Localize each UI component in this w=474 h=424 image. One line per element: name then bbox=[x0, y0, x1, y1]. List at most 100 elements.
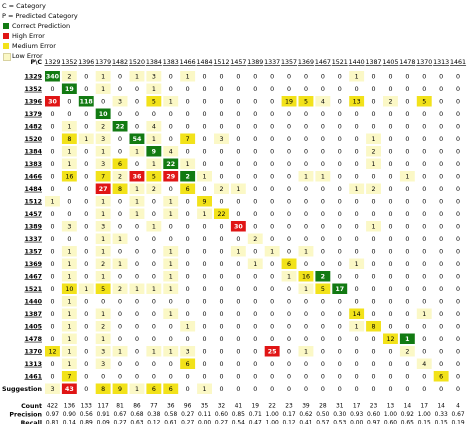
cell-value: 27 bbox=[99, 186, 108, 193]
summary-value: 0.27 bbox=[113, 420, 126, 424]
matrix-cell bbox=[163, 271, 179, 282]
cell-value: 0 bbox=[135, 123, 139, 130]
summary-value: 17 bbox=[353, 403, 361, 409]
cell-value: 54 bbox=[133, 136, 142, 143]
matrix-cell bbox=[180, 321, 196, 332]
cell-value: 0 bbox=[372, 373, 376, 380]
cell-value: 0 bbox=[321, 236, 325, 243]
cell-value: 0 bbox=[388, 161, 392, 168]
cell-value: 0 bbox=[287, 111, 291, 118]
cell-value: 1 bbox=[355, 73, 359, 80]
cell-value: 0 bbox=[236, 123, 240, 130]
cell-value: 0 bbox=[372, 386, 376, 393]
cell-value: 3 bbox=[118, 98, 122, 105]
cell-value: 0 bbox=[372, 273, 376, 280]
cell-value: 0 bbox=[287, 123, 291, 130]
cell-value: 1 bbox=[101, 311, 105, 318]
cell-value: 8 bbox=[67, 136, 71, 143]
cell-value: 0 bbox=[321, 348, 325, 355]
cell-value: 0 bbox=[135, 298, 139, 305]
cell-value: 1 bbox=[118, 348, 122, 355]
cell-value: 1 bbox=[101, 236, 105, 243]
cell-value: 30 bbox=[234, 223, 243, 230]
cell-value: 7 bbox=[186, 136, 190, 143]
cell-value: 1 bbox=[355, 186, 359, 193]
cell-value: 0 bbox=[439, 323, 443, 330]
matrix-cell bbox=[112, 183, 128, 194]
cell-value: 0 bbox=[439, 186, 443, 193]
matrix-cell bbox=[61, 121, 77, 132]
cell-value: 0 bbox=[439, 311, 443, 318]
summary-value: 0.54 bbox=[232, 420, 245, 424]
cell-value: 1 bbox=[67, 248, 71, 255]
cell-value: 0 bbox=[388, 123, 392, 130]
cell-value: 0 bbox=[355, 336, 359, 343]
cell-value: 0 bbox=[372, 86, 376, 93]
cell-value: 0 bbox=[304, 261, 308, 268]
cell-value: 0 bbox=[236, 73, 240, 80]
matrix-cell bbox=[281, 271, 297, 282]
matrix-cell bbox=[366, 321, 381, 332]
legend-label-low: Low Error bbox=[12, 52, 43, 60]
matrix-cell bbox=[112, 96, 128, 107]
cell-value: 0 bbox=[405, 323, 409, 330]
cell-value: 0 bbox=[203, 261, 207, 268]
cell-value: 0 bbox=[422, 73, 426, 80]
cell-value: 0 bbox=[338, 273, 342, 280]
summary-value: 0.71 bbox=[249, 412, 262, 418]
summary-value: 14 bbox=[404, 403, 412, 409]
matrix-cell bbox=[366, 158, 381, 169]
cell-value: 0 bbox=[287, 236, 291, 243]
cell-value: 0 bbox=[50, 186, 54, 193]
row-header: 1461 bbox=[24, 373, 42, 380]
cell-value: 0 bbox=[287, 311, 291, 318]
cell-value: 6 bbox=[287, 261, 291, 268]
cell-value: 3 bbox=[101, 361, 105, 368]
summary-value: 81 bbox=[116, 403, 124, 409]
cell-value: 0 bbox=[219, 236, 223, 243]
cell-value: 6 bbox=[152, 386, 156, 393]
cell-value: 0 bbox=[422, 336, 426, 343]
cell-value: 9 bbox=[203, 198, 207, 205]
row-header: 1478 bbox=[24, 336, 42, 343]
matrix-cell bbox=[163, 246, 179, 257]
cell-value: 0 bbox=[422, 173, 426, 180]
cell-value: 0 bbox=[456, 273, 460, 280]
cell-value: 1 bbox=[405, 336, 409, 343]
cell-value: 1 bbox=[101, 211, 105, 218]
cell-value: 0 bbox=[355, 386, 359, 393]
matrix-cell bbox=[230, 183, 246, 194]
cell-value: 0 bbox=[456, 136, 460, 143]
cell-value: 0 bbox=[321, 136, 325, 143]
cell-value: 0 bbox=[135, 236, 139, 243]
cell-value: 1 bbox=[270, 248, 274, 255]
cell-value: 0 bbox=[84, 373, 88, 380]
cell-value: 1 bbox=[304, 286, 308, 293]
cell-value: 5 bbox=[152, 173, 156, 180]
summary-value: 0.15 bbox=[435, 420, 448, 424]
row-header: No Suggestion bbox=[0, 386, 42, 393]
cell-value: 0 bbox=[270, 236, 274, 243]
cell-value: 0 bbox=[236, 161, 240, 168]
cell-value: 1 bbox=[84, 136, 88, 143]
matrix-cell bbox=[163, 196, 179, 207]
cell-value: 1 bbox=[422, 311, 426, 318]
cell-value: 0 bbox=[219, 111, 223, 118]
cell-value: 0 bbox=[422, 298, 426, 305]
cell-value: 0 bbox=[219, 248, 223, 255]
cell-value: 0 bbox=[270, 86, 274, 93]
cell-value: 0 bbox=[236, 386, 240, 393]
matrix-cell bbox=[349, 308, 365, 319]
cell-value: 0 bbox=[287, 286, 291, 293]
matrix-cell bbox=[247, 233, 263, 244]
cell-value: 0 bbox=[304, 373, 308, 380]
cell-value: 0 bbox=[321, 161, 325, 168]
cell-value: 0 bbox=[355, 111, 359, 118]
cell-value: 0 bbox=[456, 236, 460, 243]
cell-value: 0 bbox=[321, 86, 325, 93]
matrix-cell bbox=[95, 83, 111, 94]
column-header: 1384 bbox=[146, 59, 162, 66]
matrix-cell bbox=[61, 296, 77, 307]
matrix-cell bbox=[383, 333, 398, 344]
cell-value: 1 bbox=[203, 386, 207, 393]
